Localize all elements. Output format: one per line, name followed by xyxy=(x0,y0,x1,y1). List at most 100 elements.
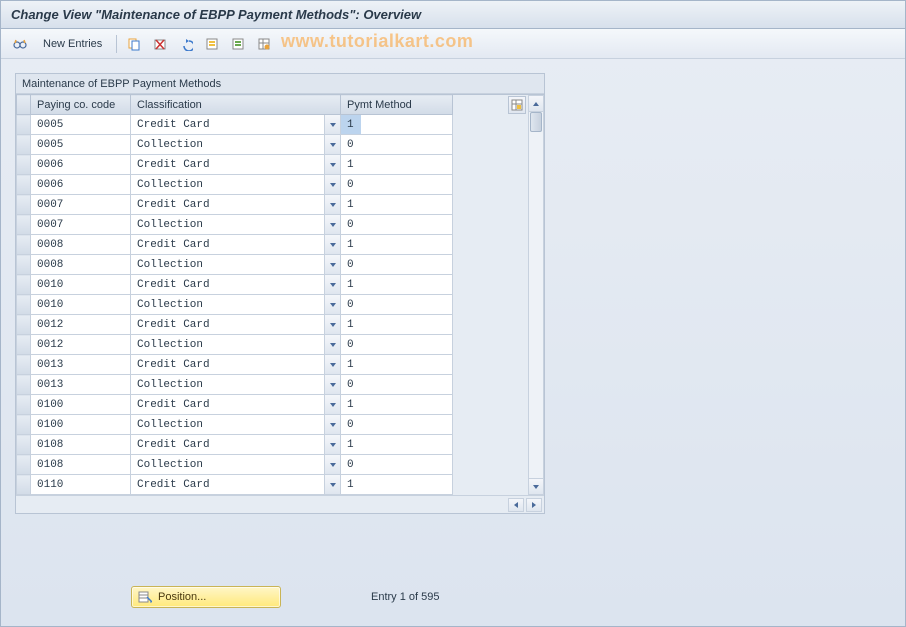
cell-code[interactable] xyxy=(31,135,131,155)
row-selector[interactable] xyxy=(17,475,31,495)
position-button[interactable]: Position... xyxy=(131,586,281,608)
cell-code[interactable] xyxy=(31,395,131,415)
classification-dropdown-button[interactable] xyxy=(324,215,340,234)
cell-pymt-method[interactable] xyxy=(341,255,453,275)
pymt-method-input[interactable] xyxy=(341,395,361,414)
cell-classification[interactable] xyxy=(131,375,341,395)
toggle-display-button[interactable] xyxy=(9,33,31,55)
classification-dropdown-button[interactable] xyxy=(324,155,340,174)
cell-pymt-method[interactable] xyxy=(341,315,453,335)
table-row[interactable] xyxy=(17,435,453,455)
classification-dropdown-button[interactable] xyxy=(324,135,340,154)
classification-dropdown-button[interactable] xyxy=(324,315,340,334)
col-header-pymt[interactable]: Pymt Method xyxy=(341,95,453,115)
cell-code[interactable] xyxy=(31,215,131,235)
table-row[interactable] xyxy=(17,455,453,475)
code-input[interactable] xyxy=(31,375,130,394)
pymt-method-input[interactable] xyxy=(341,135,361,154)
cell-code[interactable] xyxy=(31,295,131,315)
cell-code[interactable] xyxy=(31,195,131,215)
pymt-method-input[interactable] xyxy=(341,475,361,494)
pymt-method-input[interactable] xyxy=(341,435,361,454)
cell-classification[interactable] xyxy=(131,335,341,355)
table-row[interactable] xyxy=(17,155,453,175)
table-row[interactable] xyxy=(17,375,453,395)
classification-dropdown-button[interactable] xyxy=(324,335,340,354)
row-selector[interactable] xyxy=(17,435,31,455)
cell-code[interactable] xyxy=(31,435,131,455)
table-row[interactable] xyxy=(17,215,453,235)
scroll-left-button[interactable] xyxy=(508,498,524,512)
cell-code[interactable] xyxy=(31,175,131,195)
cell-classification[interactable] xyxy=(131,475,341,495)
pymt-method-input[interactable] xyxy=(341,175,361,194)
cell-code[interactable] xyxy=(31,375,131,395)
table-row[interactable] xyxy=(17,335,453,355)
classification-input[interactable] xyxy=(131,475,324,494)
cell-classification[interactable] xyxy=(131,395,341,415)
row-selector[interactable] xyxy=(17,355,31,375)
classification-input[interactable] xyxy=(131,395,324,414)
row-selector[interactable] xyxy=(17,175,31,195)
new-entries-button[interactable]: New Entries xyxy=(35,33,110,55)
classification-input[interactable] xyxy=(131,275,324,294)
cell-classification[interactable] xyxy=(131,175,341,195)
cell-code[interactable] xyxy=(31,455,131,475)
table-row[interactable] xyxy=(17,175,453,195)
pymt-method-input[interactable] xyxy=(341,155,361,174)
cell-code[interactable] xyxy=(31,335,131,355)
scrollbar-track[interactable] xyxy=(529,112,543,478)
cell-code[interactable] xyxy=(31,315,131,335)
table-row[interactable] xyxy=(17,235,453,255)
code-input[interactable] xyxy=(31,475,130,494)
classification-dropdown-button[interactable] xyxy=(324,175,340,194)
row-selector[interactable] xyxy=(17,215,31,235)
cell-classification[interactable] xyxy=(131,275,341,295)
pymt-method-input[interactable] xyxy=(341,315,361,334)
classification-input[interactable] xyxy=(131,335,324,354)
row-selector[interactable] xyxy=(17,115,31,135)
cell-pymt-method[interactable] xyxy=(341,455,453,475)
select-all-button[interactable] xyxy=(201,33,223,55)
cell-pymt-method[interactable] xyxy=(341,175,453,195)
table-row[interactable] xyxy=(17,395,453,415)
row-selector[interactable] xyxy=(17,375,31,395)
row-selector[interactable] xyxy=(17,155,31,175)
table-row[interactable] xyxy=(17,295,453,315)
cell-code[interactable] xyxy=(31,355,131,375)
cell-pymt-method[interactable] xyxy=(341,275,453,295)
row-selector[interactable] xyxy=(17,135,31,155)
cell-pymt-method[interactable] xyxy=(341,135,453,155)
classification-input[interactable] xyxy=(131,195,324,214)
classification-input[interactable] xyxy=(131,295,324,314)
pymt-method-input[interactable] xyxy=(341,275,361,294)
cell-classification[interactable] xyxy=(131,155,341,175)
pymt-method-input[interactable] xyxy=(341,375,361,394)
classification-dropdown-button[interactable] xyxy=(324,275,340,294)
cell-pymt-method[interactable] xyxy=(341,355,453,375)
classification-dropdown-button[interactable] xyxy=(324,295,340,314)
scroll-up-button[interactable] xyxy=(529,96,543,112)
copy-button[interactable] xyxy=(123,33,145,55)
configure-columns-button[interactable] xyxy=(508,96,526,114)
cell-pymt-method[interactable] xyxy=(341,375,453,395)
row-selector[interactable] xyxy=(17,235,31,255)
classification-dropdown-button[interactable] xyxy=(324,475,340,494)
code-input[interactable] xyxy=(31,315,130,334)
cell-pymt-method[interactable] xyxy=(341,215,453,235)
classification-input[interactable] xyxy=(131,155,324,174)
pymt-method-input[interactable] xyxy=(341,355,361,374)
cell-pymt-method[interactable] xyxy=(341,395,453,415)
code-input[interactable] xyxy=(31,135,130,154)
row-selector[interactable] xyxy=(17,295,31,315)
cell-pymt-method[interactable] xyxy=(341,435,453,455)
classification-input[interactable] xyxy=(131,175,324,194)
code-input[interactable] xyxy=(31,115,130,134)
classification-dropdown-button[interactable] xyxy=(324,235,340,254)
pymt-method-input[interactable] xyxy=(341,255,361,274)
classification-dropdown-button[interactable] xyxy=(324,115,340,134)
cell-code[interactable] xyxy=(31,115,131,135)
classification-dropdown-button[interactable] xyxy=(324,355,340,374)
pymt-method-input[interactable] xyxy=(341,335,361,354)
cell-code[interactable] xyxy=(31,415,131,435)
